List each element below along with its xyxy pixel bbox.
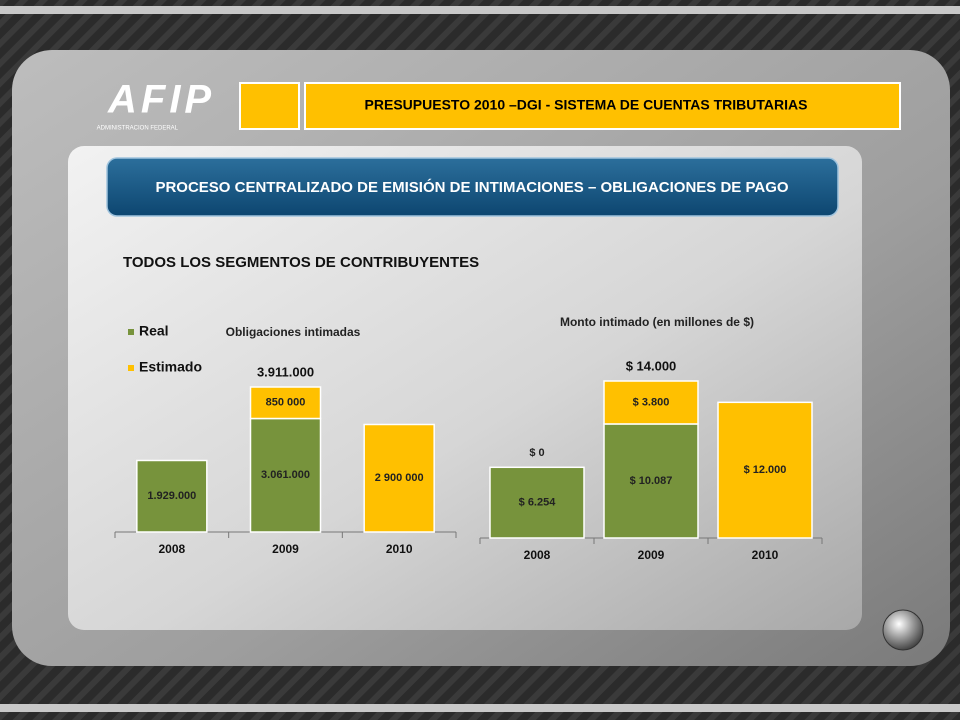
- value-label: $ 0: [529, 447, 544, 459]
- logo: AFIP: [107, 78, 215, 122]
- bar: [603, 423, 699, 539]
- bottom-bar: [0, 704, 960, 712]
- legend-label: Estimado: [139, 359, 202, 375]
- banner-title: PROCESO CENTRALIZADO DE EMISIÓN DE INTIM…: [155, 178, 788, 196]
- value-label: $ 12.000: [744, 464, 787, 476]
- value-label: 850 000: [266, 397, 306, 409]
- x-tick-label: 2010: [386, 542, 413, 556]
- value-label: 2 900 000: [375, 472, 424, 484]
- x-tick-label: 2008: [524, 548, 551, 562]
- value-label: 1.929.000: [147, 490, 196, 502]
- header-bar: [304, 82, 901, 130]
- top-bar: [0, 6, 960, 14]
- x-tick-label: 2009: [638, 548, 665, 562]
- legend-swatch: [128, 329, 134, 335]
- section-title: TODOS LOS SEGMENTOS DE CONTRIBUYENTES: [123, 254, 479, 271]
- bar: [363, 423, 435, 533]
- bar: [489, 466, 585, 539]
- legend-swatch: [128, 365, 134, 371]
- total-label: 3.911.000: [257, 364, 314, 379]
- x-tick-label: 2010: [752, 548, 779, 562]
- value-label: 3.061.000: [261, 469, 310, 481]
- bar: [249, 386, 322, 420]
- bar: [249, 417, 322, 533]
- chart-title: Obligaciones intimadas: [226, 325, 361, 339]
- value-label: $ 10.087: [630, 475, 673, 487]
- total-label: $ 14.000: [626, 358, 677, 373]
- bar: [603, 380, 699, 425]
- header-box: [239, 82, 300, 130]
- banner: [106, 157, 839, 217]
- logo-subtitle: ADMINISTRACION FEDERAL: [97, 126, 179, 132]
- header-title: PRESUPUESTO 2010 –DGI - SISTEMA DE CUENT…: [365, 97, 808, 113]
- value-label: $ 6.254: [519, 497, 557, 509]
- x-tick-label: 2009: [272, 542, 299, 556]
- bar: [136, 459, 208, 533]
- chart-title: Monto intimado (en millones de $): [560, 315, 754, 329]
- value-label: $ 3.800: [633, 396, 670, 408]
- bar: [717, 401, 813, 539]
- x-tick-label: 2008: [158, 542, 185, 556]
- knob: [882, 609, 924, 651]
- inner-panel: [68, 146, 862, 630]
- legend-label: Real: [139, 323, 169, 339]
